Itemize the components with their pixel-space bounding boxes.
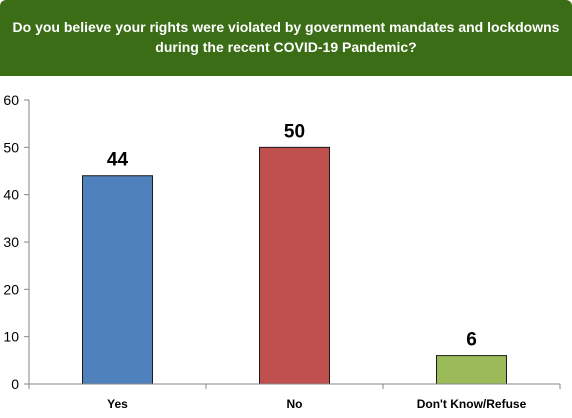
bar-don-t-know-refuse: [436, 355, 507, 385]
y-axis: 0 10 20 30 40 50 60: [3, 92, 30, 392]
data-label: 6: [466, 330, 477, 351]
y-tick-label: 20: [3, 281, 19, 297]
x-axis: Yes No Don't Know/Refuse: [28, 383, 561, 411]
data-label: 44: [107, 150, 129, 171]
chart-title-banner: Do you believe your rights were violated…: [0, 0, 572, 76]
y-tick-label: 50: [3, 139, 19, 155]
y-tick-label: 10: [3, 329, 19, 345]
bar-no: [259, 146, 330, 385]
chart-title-line-1: Do you believe your rights were violated…: [12, 19, 560, 35]
y-tick-label: 60: [3, 92, 19, 108]
data-labels: 44 50 6: [107, 121, 477, 350]
y-tick-label: 0: [11, 376, 19, 392]
x-category-label: Don't Know/Refuse: [417, 397, 527, 411]
bars: [82, 146, 507, 385]
y-tick-label: 30: [3, 234, 19, 250]
x-category-label: No: [287, 397, 303, 411]
chart-title-line-2: during the recent COVID-19 Pandemic?: [155, 39, 417, 55]
x-category-label: Yes: [107, 397, 128, 411]
y-tick-label: 40: [3, 187, 19, 203]
data-label: 50: [284, 121, 305, 142]
bar-yes: [82, 175, 153, 385]
